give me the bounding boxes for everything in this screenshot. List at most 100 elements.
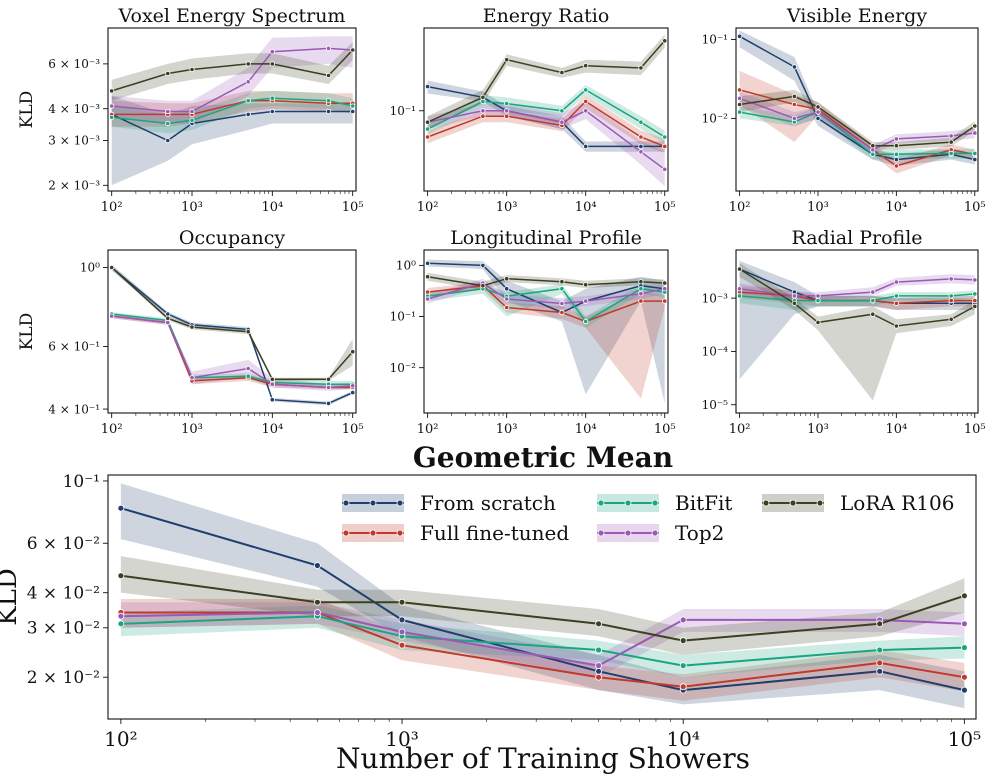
x-tick-label: 10³ [496,422,518,437]
point-bitfit [662,134,668,140]
point-top2 [398,628,406,636]
point-full-fine-tuned [948,297,954,304]
point-lora-r106 [313,598,321,606]
point-full-fine-tuned [679,683,687,691]
point-from-scratch [313,562,321,569]
x-tick-label: 10⁵ [342,200,364,215]
point-lora-r106 [961,592,968,600]
legend-item-bitfit: BitFit [597,491,732,515]
point-from-scratch [245,111,251,118]
point-top2 [269,381,275,387]
point-lora-r106 [398,598,406,606]
y-tick-label: 10⁻¹ [702,33,728,47]
point-top2 [870,289,876,295]
point-lora-r106 [109,88,115,94]
y-axis-label: KLD [17,91,37,129]
point-lora-r106 [736,101,743,108]
point-bitfit [876,646,884,654]
point-lora-r106 [876,620,884,628]
point-lora-r106 [679,637,687,644]
legend: From scratch Full fine-tuned BitFit Top2 LoR… [342,491,954,545]
point-lora-r106 [269,61,275,67]
point-full-fine-tuned [398,641,406,649]
x-tick-label: 10⁵ [948,727,981,751]
point-from-scratch [961,686,968,694]
point-from-scratch [736,33,743,39]
point-bitfit [870,151,876,157]
point-lora-r106 [583,63,589,69]
y-axis-label: KLD [17,313,37,351]
y-tick-label: 6 × 10⁻³ [48,57,100,71]
band-from-scratch [427,80,665,152]
point-bitfit [961,644,968,651]
y-tick-label: 10⁻¹ [390,104,416,118]
point-lora-r106 [791,93,798,100]
chart-title: Voxel Energy Spectrum [118,5,346,27]
point-bitfit [679,662,687,669]
point-lora-r106 [595,620,602,628]
point-top2 [583,298,589,304]
x-tick-label: 10³ [807,422,829,437]
point-lora-r106 [948,316,954,322]
point-bitfit [245,373,251,379]
plot-area [117,483,968,709]
chart-radial-profile: 10² 10³ 10⁴ 10⁵ 10⁻⁵ 10⁻⁴ 10⁻³ Radial Profile [702,227,986,437]
point-from-scratch [269,397,275,403]
point-top2 [736,286,743,292]
point-top2 [325,384,332,391]
point-lora-r106 [325,376,332,382]
point-full-fine-tuned [638,134,644,140]
point-bitfit [583,87,589,93]
point-top2 [559,119,565,125]
point-top2 [736,95,743,101]
chart-title: Occupancy [179,227,285,249]
point-bitfit [350,103,356,109]
x-tick-label: 10² [729,200,751,215]
band-from-scratch [739,260,975,380]
x-tick-label: 10⁴ [885,200,907,215]
axes-frame [107,249,357,414]
point-full-fine-tuned [638,298,644,304]
point-from-scratch [117,504,125,512]
plot-area [424,259,668,404]
plot-area [424,34,668,187]
point-top2 [245,365,251,372]
point-top2 [972,277,978,283]
point-from-scratch [424,84,431,90]
point-top2 [189,108,195,115]
point-top2 [679,616,687,624]
chart-geometric-mean: 10² 10³ 10⁴ 10⁵ 2 × 10⁻² 3 × 10⁻² 4 × 10⁻² 6 × … [0,472,981,751]
point-bitfit [972,150,978,156]
point-top2 [269,49,275,55]
chart-visible-energy: 10² 10³ 10⁴ 10⁵ 10⁻² 10⁻¹ Visible Energy [702,5,986,215]
x-tick-label: 10⁵ [964,422,986,437]
point-lora-r106 [504,276,510,282]
point-lora-r106 [165,315,171,321]
band-top2 [427,101,665,187]
x-tick-label: 10² [101,422,123,437]
point-from-scratch [583,143,589,149]
point-lora-r106 [480,283,486,289]
band-lora-r106 [120,556,965,655]
y-tick-label: 10⁰ [80,261,100,275]
point-bitfit [245,98,251,104]
y-tick-label: 10⁻⁵ [702,398,729,412]
point-full-fine-tuned [662,298,668,304]
point-from-scratch [165,137,171,144]
legend-item-from-scratch: From scratch [342,491,556,515]
point-bitfit [559,286,565,292]
point-lora-r106 [815,104,821,110]
chart-title: Visible Energy [786,5,927,27]
plot-area [736,260,978,401]
point-bitfit [559,108,565,114]
point-bitfit [736,293,743,299]
point-top2 [815,109,821,115]
point-top2 [948,133,954,139]
point-lora-r106 [504,57,510,63]
point-lora-r106 [736,266,743,272]
point-lora-r106 [870,143,876,149]
legend-item-lora-r106: LoRA R106 [762,491,954,515]
x-tick-label: 10² [417,422,439,437]
y-tick-label: 6 × 10⁻¹ [48,340,100,354]
y-tick-label: 10⁰ [396,259,416,273]
